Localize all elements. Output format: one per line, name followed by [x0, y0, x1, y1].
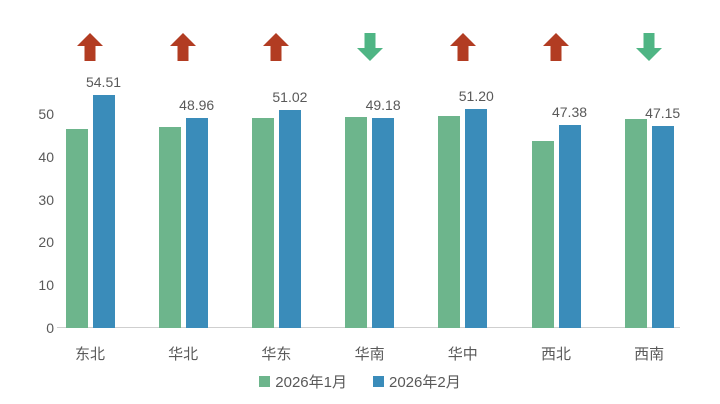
value-label-central: 51.20 — [458, 87, 494, 104]
y-tick-label-40: 40 — [38, 148, 54, 165]
y-tick-label-20: 20 — [38, 234, 54, 251]
x-axis-label-south: 华南 — [354, 346, 385, 363]
trend-arrow-up-icon-central — [449, 33, 476, 61]
bar-feb-2026-south — [372, 117, 395, 328]
trend-arrow-up-icon-east — [263, 33, 290, 61]
legend-item-feb-2026: 2026年2月 — [373, 371, 461, 392]
bar-jan-2026-central — [438, 115, 461, 328]
bar-jan-2026-south — [345, 116, 368, 328]
trend-arrow-down-icon-south — [356, 33, 383, 61]
bar-jan-2026-northeast — [65, 128, 88, 328]
x-axis-label-east: 华东 — [261, 346, 292, 363]
legend-label-feb-2026: 2026年2月 — [389, 374, 461, 391]
value-label-north: 48.96 — [179, 97, 215, 114]
legend-label-jan-2026: 2026年1月 — [275, 374, 347, 391]
legend-item-jan-2026: 2026年1月 — [259, 371, 347, 392]
x-axis-label-northeast: 东北 — [74, 346, 106, 363]
bar-feb-2026-central — [465, 108, 488, 328]
legend-swatch-feb-2026 — [373, 376, 384, 387]
value-label-south: 49.18 — [365, 96, 401, 113]
y-tick-label-0: 0 — [46, 320, 54, 336]
x-axis-label-northwest: 西北 — [540, 346, 572, 363]
trend-arrow-up-icon-northwest — [543, 33, 569, 61]
bar-feb-2026-northeast — [92, 94, 115, 328]
trend-arrow-up-icon-northeast — [77, 33, 103, 61]
bar-jan-2026-southwest — [624, 119, 647, 328]
value-label-southwest: 47.15 — [645, 105, 681, 122]
value-label-northeast: 54.51 — [85, 73, 122, 90]
chart-legend: 2026年1月 2026年2月 — [0, 371, 720, 392]
y-tick-label-10: 10 — [38, 277, 54, 294]
bar-jan-2026-north — [158, 127, 181, 328]
bar-feb-2026-southwest — [651, 126, 674, 328]
y-tick-label-50: 50 — [38, 106, 54, 122]
x-axis-label-north: 华北 — [168, 346, 199, 363]
legend-swatch-jan-2026 — [259, 376, 271, 387]
bar-feb-2026-north — [185, 118, 208, 328]
bar-jan-2026-northwest — [531, 140, 554, 328]
x-axis-label-central: 华中 — [447, 346, 478, 363]
bar-feb-2026-east — [278, 109, 301, 328]
bar-feb-2026-northwest — [558, 125, 581, 328]
trend-arrow-up-icon-north — [170, 33, 197, 61]
value-label-northwest: 47.38 — [551, 104, 588, 121]
x-axis-label-southwest: 西南 — [634, 346, 665, 363]
y-tick-label-30: 30 — [38, 191, 54, 208]
x-axis-line — [57, 327, 680, 328]
bar-jan-2026-east — [251, 118, 274, 328]
value-label-east: 51.02 — [272, 88, 308, 105]
trend-arrow-down-icon-southwest — [636, 33, 663, 61]
